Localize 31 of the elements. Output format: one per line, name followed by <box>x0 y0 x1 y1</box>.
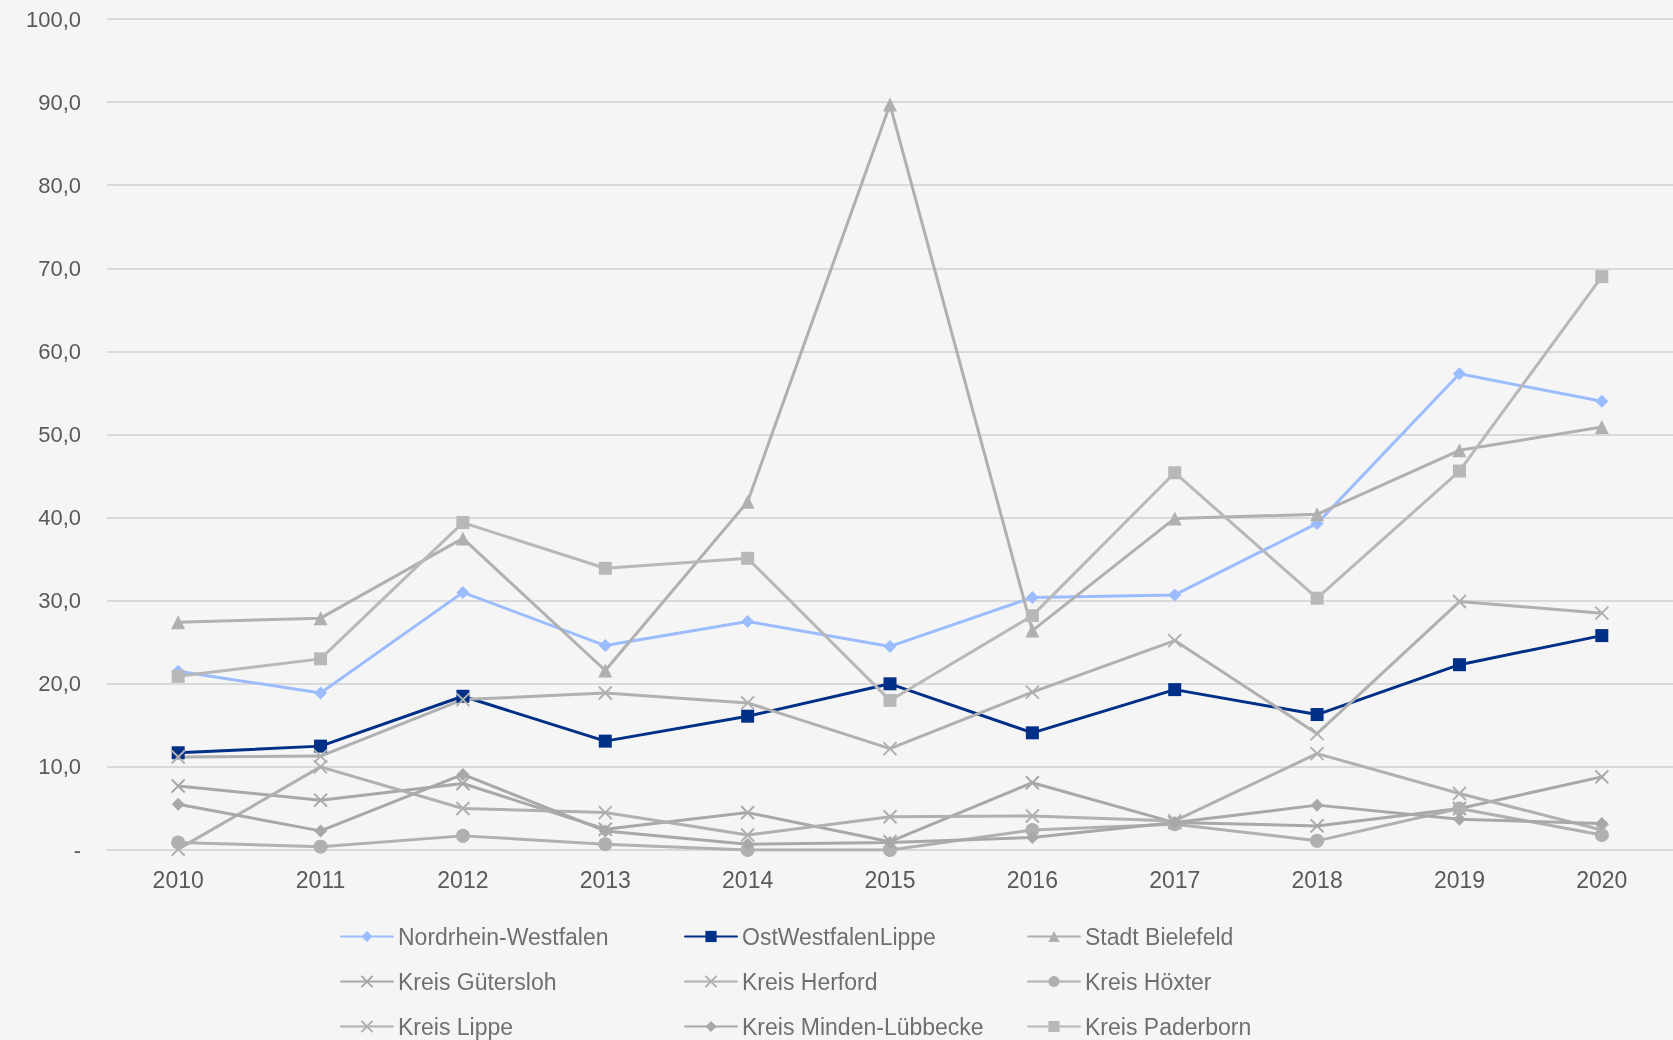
legend-label: Nordrhein-Westfalen <box>398 923 609 950</box>
x-tick-label: 2017 <box>1149 866 1201 893</box>
y-tick-label: 90,0 <box>38 89 81 115</box>
legend-label: Stadt Bielefeld <box>1085 923 1234 950</box>
x-tick-label: 2010 <box>152 866 204 893</box>
x-tick-label: 2018 <box>1291 866 1343 893</box>
legend-label: OstWestfalenLippe <box>742 923 936 950</box>
legend-label: Kreis Paderborn <box>1085 1013 1252 1040</box>
y-tick-label: 40,0 <box>38 505 81 531</box>
y-tick-label: 70,0 <box>38 255 81 281</box>
legend-label: Kreis Minden-Lübbecke <box>742 1013 984 1040</box>
y-tick-label: 50,0 <box>38 422 81 447</box>
x-tick-label: 2019 <box>1433 866 1486 893</box>
y-tick-label: 100,0 <box>25 6 81 32</box>
x-tick-label: 2015 <box>864 866 916 893</box>
x-tick-label: 2014 <box>722 866 774 893</box>
y-tick-label: 10,0 <box>38 754 81 780</box>
y-tick-label: 20,0 <box>38 671 81 697</box>
y-tick-label: - <box>73 837 81 863</box>
legend-label: Kreis Herford <box>742 968 878 995</box>
legend-label: Kreis Höxter <box>1085 968 1212 995</box>
legend-label: Kreis Gütersloh <box>398 968 557 995</box>
y-tick-label: 60,0 <box>38 338 81 364</box>
x-tick-label: 2011 <box>295 866 346 893</box>
legend-label: Kreis Lippe <box>398 1013 514 1040</box>
y-tick-label: 80,0 <box>38 172 81 198</box>
x-tick-label: 2012 <box>437 866 489 893</box>
y-tick-label: 30,0 <box>38 588 81 614</box>
x-tick-label: 2013 <box>579 866 631 893</box>
x-tick-label: 2020 <box>1576 866 1628 893</box>
x-tick-label: 2016 <box>1006 866 1058 893</box>
